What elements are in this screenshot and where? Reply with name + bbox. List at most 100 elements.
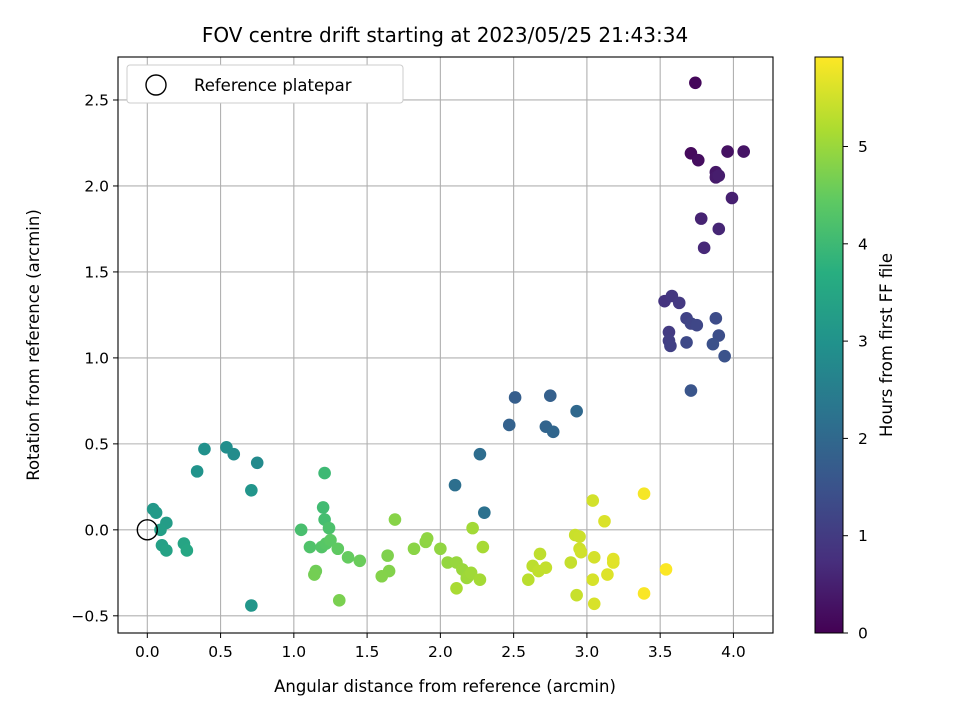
plot-frame [117, 56, 774, 634]
chart-title: FOV centre drift starting at 2023/05/25 … [202, 23, 688, 47]
data-point [637, 487, 651, 501]
data-point [574, 545, 588, 559]
data-point [420, 532, 434, 545]
legend-label: Reference platepar [194, 76, 352, 95]
data-point [464, 566, 478, 580]
data-point [689, 76, 702, 90]
data-point [308, 568, 321, 581]
data-point [316, 501, 330, 514]
data-point [737, 145, 750, 158]
data-point [694, 212, 708, 225]
colorbar-label: Hours from first FF file [877, 253, 896, 437]
data-point [245, 483, 258, 497]
x-axis-label: Angular distance from reference (arcmin) [274, 677, 616, 696]
data-point [570, 404, 583, 418]
data-point [353, 554, 367, 568]
colorbar-tick-label: 3 [858, 333, 868, 351]
x-axis: 0.0 0.5 1.0 1.5 2.0 2.5 3.0 3.5 4.0 [135, 633, 746, 661]
data-point [533, 547, 547, 561]
y-tick-label: −0.5 [71, 607, 109, 625]
data-point [476, 540, 490, 554]
data-point [712, 222, 726, 236]
data-point [586, 573, 600, 586]
data-point [712, 169, 726, 182]
y-tick-label: 2.5 [84, 91, 109, 109]
data-point [190, 465, 204, 478]
data-point [543, 389, 557, 403]
data-point [706, 337, 720, 351]
data-point [388, 513, 402, 526]
data-point [691, 153, 705, 167]
data-point [502, 418, 516, 432]
data-point [478, 506, 491, 519]
y-axis-label: Rotation from reference (arcmin) [24, 209, 43, 481]
x-tick-label: 3.0 [575, 643, 600, 661]
legend-box [126, 64, 404, 104]
data-point [381, 549, 394, 562]
data-point [160, 544, 173, 557]
data-point [294, 523, 308, 537]
data-point [521, 573, 535, 586]
colorbar-ticks: 0 1 2 3 4 5 [843, 138, 868, 643]
y-tick-label: 1.0 [84, 349, 109, 367]
data-point [721, 145, 734, 158]
data-point [322, 521, 336, 535]
x-tick-label: 2.0 [428, 643, 453, 661]
data-point [718, 349, 731, 363]
data-point [473, 573, 487, 586]
legend-reference-marker [145, 74, 167, 96]
data-point [697, 241, 711, 255]
data-point [448, 478, 462, 492]
data-point [587, 551, 601, 564]
data-point [539, 561, 553, 574]
data-point [664, 339, 677, 353]
data-point [570, 588, 583, 602]
data-points [146, 76, 750, 612]
data-point [587, 597, 601, 611]
data-point [466, 521, 479, 535]
data-point [598, 514, 611, 528]
data-point [659, 563, 673, 576]
data-point [450, 581, 463, 595]
y-tick-label: 1.5 [84, 263, 109, 281]
colorbar-tick-label: 5 [858, 138, 868, 156]
data-point [680, 336, 693, 349]
data-point [303, 540, 317, 554]
x-tick-label: 1.5 [355, 643, 380, 661]
colorbar-tick-label: 1 [858, 527, 868, 545]
data-point [601, 568, 614, 581]
data-point [690, 318, 704, 332]
data-point [441, 556, 454, 569]
data-point [407, 542, 421, 556]
data-point [318, 466, 331, 480]
y-tick-label: 0.5 [84, 435, 109, 453]
y-tick-label: 2.0 [84, 177, 109, 195]
colorbar-tick-label: 4 [858, 235, 868, 253]
colorbar-tick-label: 0 [858, 625, 868, 643]
data-point [564, 556, 578, 569]
colorbar [814, 56, 844, 634]
data-point [180, 544, 194, 557]
y-axis: −0.5 0.0 0.5 1.0 1.5 2.0 2.5 [71, 91, 118, 625]
data-point [149, 506, 163, 519]
data-point [684, 384, 698, 397]
reference-marker-group [136, 519, 159, 541]
x-tick-label: 3.5 [648, 643, 673, 661]
x-tick-label: 0.0 [135, 643, 160, 661]
y-tick-label: 0.0 [84, 521, 109, 539]
data-point [672, 296, 686, 310]
data-point [546, 425, 560, 439]
x-tick-label: 2.5 [501, 643, 526, 661]
reference-marker [136, 519, 159, 541]
colorbar-tick-label: 2 [858, 430, 868, 448]
data-point [573, 530, 586, 544]
data-point [245, 599, 258, 612]
data-point [637, 587, 651, 600]
data-point [586, 494, 600, 507]
x-tick-label: 0.5 [208, 643, 233, 661]
data-point [331, 542, 345, 556]
data-point [606, 552, 620, 566]
plot-area [118, 57, 773, 633]
data-point [341, 551, 355, 564]
